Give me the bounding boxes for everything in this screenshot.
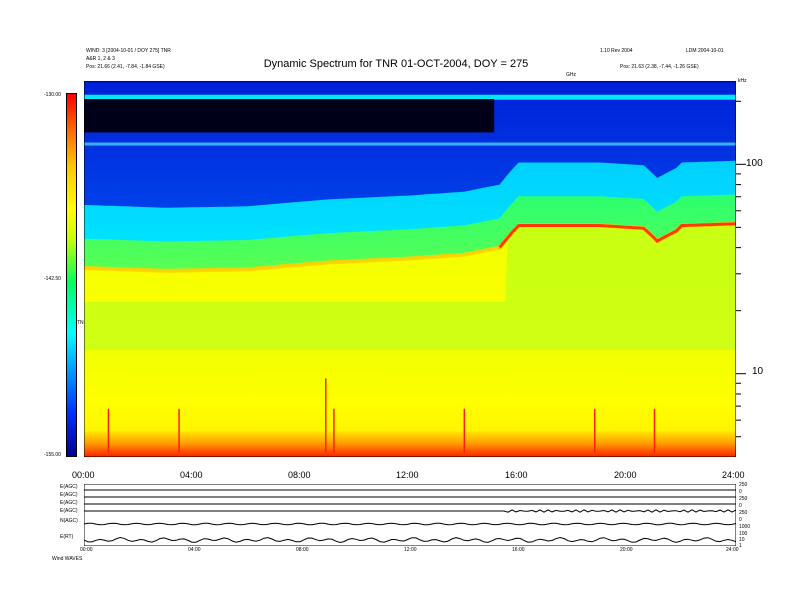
y-unit-label: kHz bbox=[738, 78, 747, 84]
top-blue-strip bbox=[84, 81, 736, 83]
stack-row-label-6: E(RT) bbox=[60, 534, 74, 540]
stack-x-tick-3: 12:00 bbox=[404, 547, 417, 553]
stack-right-tick-4: 0 bbox=[739, 503, 742, 509]
stack-right-tick-1: 250 bbox=[739, 482, 748, 488]
header-left-line-1: WIND: 3 [2004-10-01 / DOY 275] TNR bbox=[86, 48, 171, 54]
colorbar-label: TNR bbox=[77, 320, 88, 326]
chart-title: Dynamic Spectrum for TNR 01-OCT-2004, DO… bbox=[263, 58, 529, 70]
header-right-line-3: Pos: 21.63 (2.38, -7.44, -1.26 GSE) bbox=[620, 64, 699, 70]
plasma-line bbox=[498, 222, 736, 249]
x-tick-2: 08:00 bbox=[288, 470, 311, 480]
x-tick-1: 04:00 bbox=[180, 470, 203, 480]
low-yellow-band bbox=[84, 349, 736, 457]
stack-x-tick-2: 08:00 bbox=[296, 547, 309, 553]
stack-row-label-3: E(AGC) bbox=[60, 500, 78, 506]
stack-trace-5 bbox=[84, 522, 736, 526]
stack-right-tick-8: 100 bbox=[739, 531, 748, 537]
header-right-line-1: 1.10 Rev 2004 bbox=[600, 48, 633, 54]
x-tick-0: 00:00 bbox=[72, 470, 95, 480]
spectrogram bbox=[84, 81, 736, 457]
stack-right-tick-5: 250 bbox=[739, 510, 748, 516]
y-tick-marks bbox=[736, 100, 746, 438]
stack-right-tick-6: 0 bbox=[739, 517, 742, 523]
stack-right-tick-3: 250 bbox=[739, 496, 748, 502]
colorbar-tick-mid: -142.50 bbox=[44, 276, 61, 282]
stack-trace-4 bbox=[84, 509, 736, 513]
cyan-line bbox=[84, 142, 736, 146]
stack-x-tick-6: 24:00 bbox=[726, 547, 739, 553]
stack-x-tick-5: 20:00 bbox=[620, 547, 633, 553]
header-center-small: GHz bbox=[566, 72, 576, 78]
x-tick-3: 12:00 bbox=[396, 470, 419, 480]
header-right-line-2: LDM 2004-10-01 bbox=[686, 48, 724, 54]
stack-x-tick-1: 04:00 bbox=[188, 547, 201, 553]
stack-x-tick-0: 00:00 bbox=[80, 547, 93, 553]
y-tick-100: 100 bbox=[746, 158, 763, 169]
saturation-band bbox=[84, 99, 495, 133]
header-left-line-2: A&R 1, 2 & 3 bbox=[86, 56, 115, 62]
stack-row-label-1: E(AGC) bbox=[60, 484, 78, 490]
stack-row-label-2: E(AGC) bbox=[60, 492, 78, 498]
colorbar bbox=[66, 93, 77, 457]
red-bottom-band bbox=[84, 431, 736, 457]
x-tick-5: 20:00 bbox=[614, 470, 637, 480]
stack-row-label-4: E(AGC) bbox=[60, 508, 78, 514]
stack-trace-6 bbox=[84, 536, 736, 544]
x-tick-6: 24:00 bbox=[722, 470, 745, 480]
stack-right-tick-9: 10 bbox=[739, 537, 745, 543]
stack-x-tick-4: 16:00 bbox=[512, 547, 525, 553]
colorbar-tick-bottom: -155.00 bbox=[44, 452, 61, 458]
stack-row-label-5: N(AGC) bbox=[60, 518, 78, 524]
stack-right-tick-2: 0 bbox=[739, 489, 742, 495]
stack-right-tick-7: 1000 bbox=[739, 524, 751, 530]
footer-label: Wind WAVES bbox=[52, 556, 83, 562]
colorbar-tick-top: -130.00 bbox=[44, 92, 61, 98]
top-cyan-line bbox=[84, 94, 736, 100]
header-left-line-3: Pos: 21.66 (2.41, -7.84, -1.84 GSE) bbox=[86, 64, 165, 70]
stack-plot bbox=[84, 484, 736, 546]
stack-right-tick-10: 1 bbox=[739, 543, 742, 549]
y-tick-10: 10 bbox=[752, 366, 764, 377]
x-tick-4: 16:00 bbox=[505, 470, 528, 480]
